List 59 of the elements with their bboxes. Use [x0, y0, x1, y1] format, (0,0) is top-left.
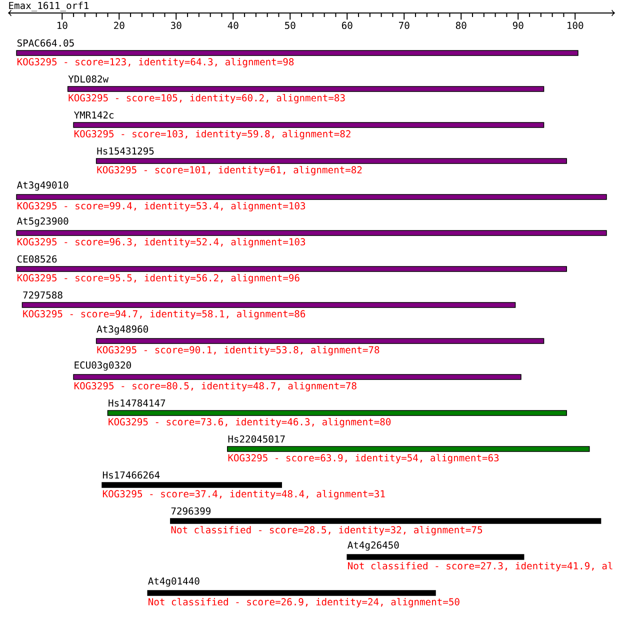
data-label: KOG3295 - score=96.3, identity=52.4, alignment=103: [17, 238, 306, 248]
bar: [227, 446, 590, 452]
data-label: KOG3295 - score=73.6, identity=46.3, alignment=80: [108, 418, 391, 428]
y-tick-label: At3g48960: [96, 325, 148, 335]
y-tick-label: YDL082w: [68, 75, 109, 83]
bar: [16, 266, 567, 272]
bar: [73, 122, 544, 128]
bar: [102, 482, 282, 488]
x-tick-label: 40: [228, 22, 238, 30]
y-tick-label: CE08526: [17, 255, 57, 263]
data-label: KOG3295 - score=123, identity=64.3, alignment=98: [17, 58, 294, 68]
data-label: KOG3295 - score=95.5, identity=56.2, alignment=96: [17, 274, 300, 284]
data-label: KOG3295 - score=103, identity=59.8, alignment=82: [74, 130, 350, 140]
y-tick-label: At5g23900: [16, 217, 68, 227]
bar: [16, 230, 607, 236]
data-label: KOG3295 - score=99.4, identity=53.4, alignment=103: [17, 202, 306, 212]
bar: [147, 590, 436, 596]
x-tick-label: 20: [114, 22, 124, 30]
bar: [96, 338, 544, 344]
data-label: KOG3295 - score=90.1, identity=53.8, alignment=78: [97, 346, 380, 356]
data-label: KOG3295 - score=80.5, identity=48.7, alignment=78: [74, 382, 356, 392]
bar: [107, 410, 567, 416]
data-label: Not classified - score=26.9, identity=24, alignment=50: [148, 598, 460, 608]
y-tick-label: At3g49010: [16, 181, 68, 191]
bar: [22, 302, 516, 308]
data-label: Not classified - score=27.3, identity=41.9, al: [348, 562, 612, 572]
bar: [16, 194, 607, 200]
bar: [67, 86, 544, 92]
x-tick-label: 70: [398, 22, 410, 30]
x-tick-label: 90: [512, 22, 524, 30]
y-tick-label: Hs14784147: [108, 399, 166, 407]
x-tick-label: 100: [568, 22, 584, 30]
x-tick-label: 30: [171, 22, 182, 30]
x-tick-label: 60: [342, 22, 352, 30]
bar: [16, 50, 578, 56]
y-tick-label: Hs17466264: [102, 471, 160, 479]
y-tick-label: 7296399: [171, 507, 211, 515]
data-label: KOG3295 - score=105, identity=60.2, alignment=83: [68, 94, 345, 104]
y-tick-label: YMR142c: [74, 111, 114, 119]
y-tick-label: Hs22045017: [228, 435, 285, 443]
y-tick-label: At4g01440: [148, 577, 200, 587]
y-tick-label: At4g26450: [348, 541, 399, 551]
chart-title: Emax_1611_orf1: [9, 2, 89, 12]
x-tick-label: 80: [456, 22, 466, 30]
data-label: KOG3295 - score=63.9, identity=54, alignment=63: [228, 454, 499, 464]
y-tick-label: SPAC664.05: [17, 39, 74, 47]
x-tick-label: 50: [285, 22, 296, 30]
bar: [170, 518, 602, 524]
data-label: KOG3295 - score=101, identity=61, alignment=82: [97, 166, 362, 176]
x-tick-label: 10: [58, 22, 68, 30]
data-label: KOG3295 - score=37.4, identity=48.4, alignment=31: [102, 490, 385, 500]
bar: [73, 374, 522, 380]
data-label: Not classified - score=28.5, identity=32, alignment=75: [171, 526, 482, 536]
y-tick-label: 7297588: [23, 291, 62, 299]
bar: [96, 158, 567, 164]
y-tick-label: Hs15431295: [97, 147, 154, 155]
data-label: KOG3295 - score=94.7, identity=58.1, alignment=86: [23, 310, 306, 320]
y-tick-label: ECU03g0320: [74, 361, 131, 371]
bar: [346, 554, 524, 560]
